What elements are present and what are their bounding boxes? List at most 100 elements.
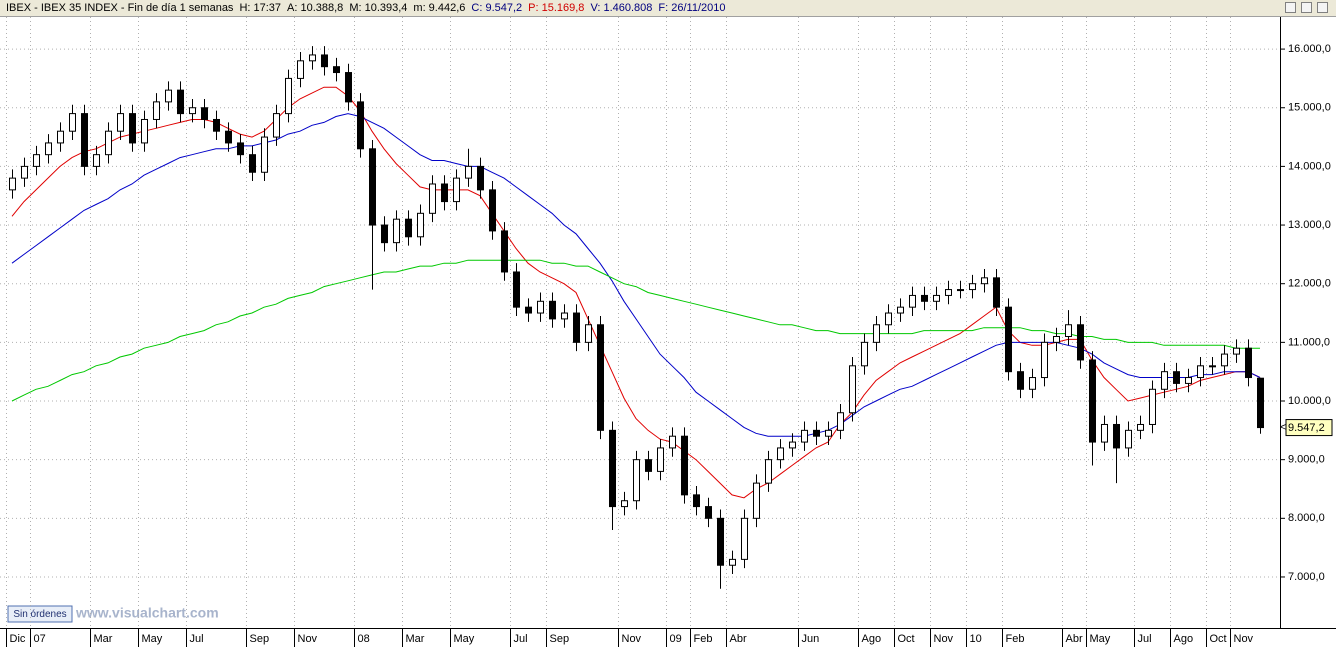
candle-body bbox=[837, 412, 844, 431]
candle-body bbox=[525, 306, 532, 314]
candle-body bbox=[537, 300, 544, 314]
candle-body bbox=[621, 500, 628, 508]
candle-body bbox=[705, 506, 712, 519]
candle-body bbox=[1029, 377, 1036, 390]
candle-body bbox=[21, 165, 28, 179]
candle-body bbox=[1041, 341, 1048, 379]
x-tick-label: Ago bbox=[862, 633, 882, 645]
candle-body bbox=[801, 429, 808, 443]
candle-body bbox=[561, 312, 568, 320]
x-tick-label: Nov bbox=[298, 633, 318, 645]
candle-body bbox=[825, 429, 832, 437]
candle-body bbox=[57, 130, 64, 144]
x-tick-label: Jun bbox=[802, 633, 820, 645]
moving-average-line bbox=[11, 113, 1261, 437]
x-tick-label: 08 bbox=[358, 633, 370, 645]
x-tick-label: Jul bbox=[190, 633, 204, 645]
candle-body bbox=[441, 183, 448, 203]
x-tick-label: Sep bbox=[250, 633, 270, 645]
candle-body bbox=[981, 277, 988, 285]
header-field: H: 17:37 bbox=[239, 2, 282, 14]
candle-body bbox=[729, 558, 736, 566]
candle-body bbox=[189, 107, 196, 115]
candle-body bbox=[1185, 377, 1192, 384]
candle-body bbox=[453, 177, 460, 203]
header-bar: IBEX - IBEX 35 INDEX - Fin de día 1 sema… bbox=[0, 0, 1336, 17]
candle-body bbox=[993, 277, 1000, 308]
candle-body bbox=[909, 294, 916, 308]
candle-body bbox=[969, 283, 976, 291]
x-tick-label: Abr bbox=[730, 633, 747, 645]
header-field: m: 9.442,6 bbox=[413, 2, 466, 14]
candle-body bbox=[477, 165, 484, 191]
candle-body bbox=[1233, 347, 1240, 355]
candle-body bbox=[357, 101, 364, 150]
last-price-box bbox=[1285, 419, 1333, 437]
candle-body bbox=[141, 118, 148, 144]
maximize-button[interactable] bbox=[1301, 2, 1312, 13]
candle-body bbox=[237, 142, 244, 156]
candle-body bbox=[105, 130, 112, 156]
header-field: A: 10.388,8 bbox=[287, 2, 344, 14]
x-tick-label: Sep bbox=[550, 633, 570, 645]
candle-body bbox=[573, 312, 580, 343]
candle-body bbox=[249, 154, 256, 173]
candle-body bbox=[117, 113, 124, 132]
candle-body bbox=[957, 289, 964, 292]
candle-body bbox=[225, 130, 232, 144]
candle-body bbox=[153, 101, 160, 120]
candle-body bbox=[333, 66, 340, 74]
y-tick-label: 10.000,0 bbox=[1288, 395, 1331, 407]
candle-body bbox=[405, 218, 412, 238]
candle-body bbox=[1161, 371, 1168, 390]
candle-body bbox=[369, 148, 376, 226]
y-tick-label: 9.000,0 bbox=[1288, 454, 1325, 466]
candle-body bbox=[129, 113, 136, 144]
candle-body bbox=[1257, 377, 1264, 429]
candle-body bbox=[777, 447, 784, 461]
candle-body bbox=[177, 89, 184, 115]
orders-button[interactable] bbox=[7, 605, 73, 623]
candle-body bbox=[717, 517, 724, 566]
candle-body bbox=[165, 89, 172, 103]
candle-body bbox=[381, 224, 388, 244]
x-tick-label: Mar bbox=[406, 633, 425, 645]
candle-body bbox=[501, 230, 508, 273]
candle-body bbox=[873, 324, 880, 343]
orders-button-label[interactable]: Sin órdenes bbox=[13, 609, 66, 620]
candle-body bbox=[513, 271, 520, 308]
x-tick-label: Oct bbox=[1210, 633, 1227, 645]
candle-body bbox=[693, 494, 700, 508]
candle-body bbox=[321, 54, 328, 68]
close-button[interactable] bbox=[1317, 2, 1328, 13]
candle-body bbox=[741, 517, 748, 560]
y-tick-label: 12.000,0 bbox=[1288, 278, 1331, 290]
x-tick-label: 09 bbox=[670, 633, 682, 645]
x-tick-label: 10 bbox=[970, 633, 982, 645]
candle-body bbox=[201, 107, 208, 120]
candle-body bbox=[669, 435, 676, 449]
candle-body bbox=[597, 324, 604, 431]
candle-body bbox=[429, 183, 436, 214]
candle-body bbox=[1005, 306, 1012, 373]
candle-body bbox=[849, 365, 856, 414]
y-tick-label: 8.000,0 bbox=[1288, 512, 1325, 524]
candle-body bbox=[549, 300, 556, 320]
candle-body bbox=[297, 60, 304, 79]
candle-body bbox=[645, 459, 652, 472]
header-field: V: 1.460.808 bbox=[590, 2, 653, 14]
x-tick-label: Nov bbox=[622, 633, 642, 645]
candle-body bbox=[681, 435, 688, 496]
x-tick-label: Oct bbox=[898, 633, 915, 645]
x-tick-label: Nov bbox=[934, 633, 954, 645]
minimize-button[interactable] bbox=[1285, 2, 1296, 13]
candle-body bbox=[285, 77, 292, 115]
last-price-marker: < bbox=[1280, 421, 1286, 433]
candle-body bbox=[489, 189, 496, 232]
candle-body bbox=[753, 482, 760, 519]
candle-body bbox=[945, 289, 952, 296]
x-tick-label: Dic bbox=[10, 633, 26, 645]
y-tick-label: 7.000,0 bbox=[1288, 571, 1325, 583]
candle-body bbox=[273, 113, 280, 138]
